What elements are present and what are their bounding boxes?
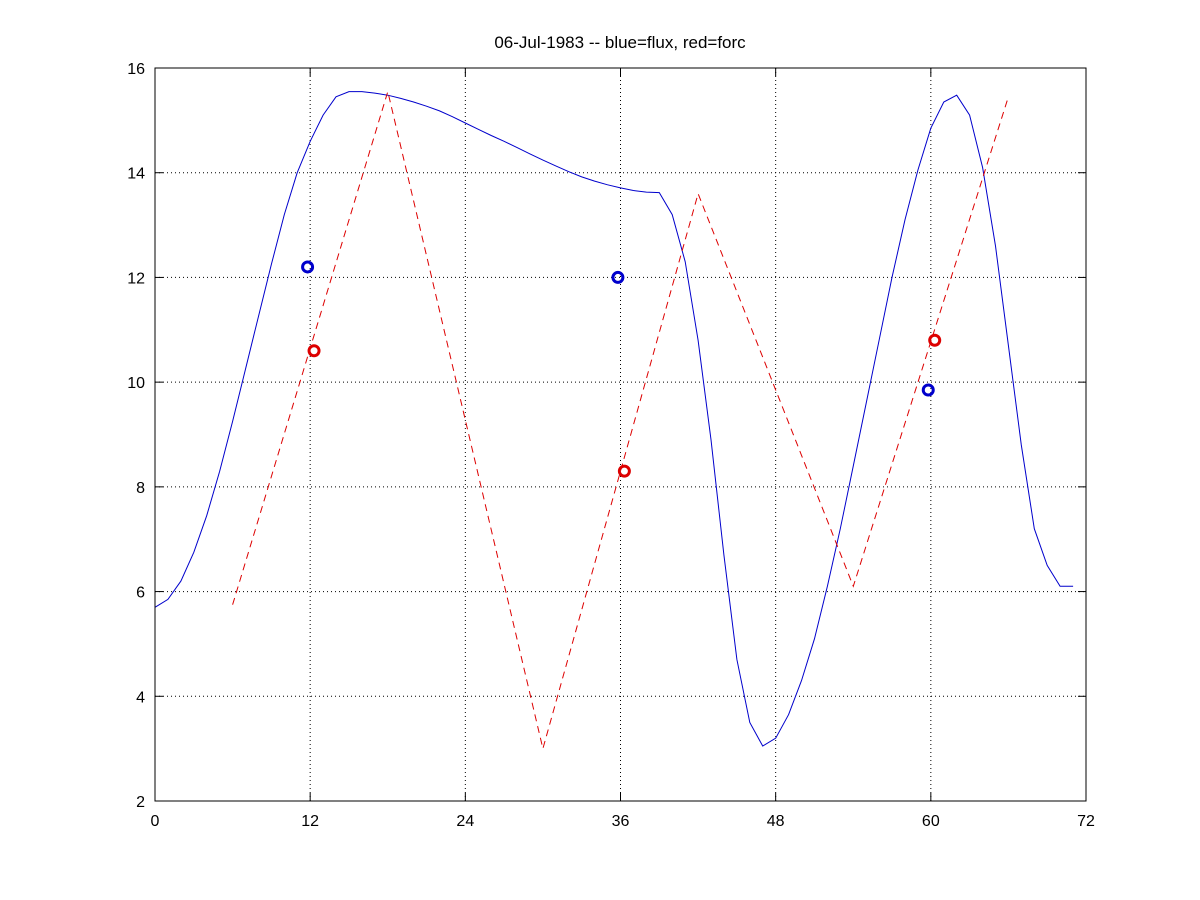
- x-tick-label: 48: [767, 813, 785, 830]
- y-tick-label: 2: [136, 794, 145, 811]
- forc-marker: [307, 344, 321, 358]
- y-tick-label: 6: [136, 585, 145, 602]
- x-tick-label: 36: [612, 813, 630, 830]
- y-tick-label: 10: [127, 375, 145, 392]
- x-tick-label: 72: [1077, 813, 1095, 830]
- x-tick-label: 0: [151, 813, 160, 830]
- plot-area: [155, 68, 1086, 801]
- x-tick-label: 12: [301, 813, 319, 830]
- series-lines: [154, 89, 1074, 749]
- forc-marker: [928, 333, 942, 347]
- forc-line: [232, 89, 1009, 749]
- flux-line: [154, 91, 1074, 747]
- flux-marker: [921, 383, 935, 397]
- chart-title: 06-Jul-1983 -- blue=flux, red=forc: [494, 33, 746, 52]
- y-tick-label: 16: [127, 61, 145, 78]
- flux-marker: [611, 270, 625, 284]
- axis-ticks: [154, 67, 1087, 802]
- data-markers: [301, 260, 942, 478]
- y-tick-label: 8: [136, 480, 145, 497]
- forc-marker: [617, 464, 631, 478]
- flux-marker: [301, 260, 315, 274]
- x-tick-label: 24: [456, 813, 474, 830]
- x-tick-label: 60: [922, 813, 940, 830]
- y-tick-label: 14: [127, 166, 145, 183]
- y-tick-label: 4: [136, 689, 145, 706]
- y-tick-label: 12: [127, 270, 145, 287]
